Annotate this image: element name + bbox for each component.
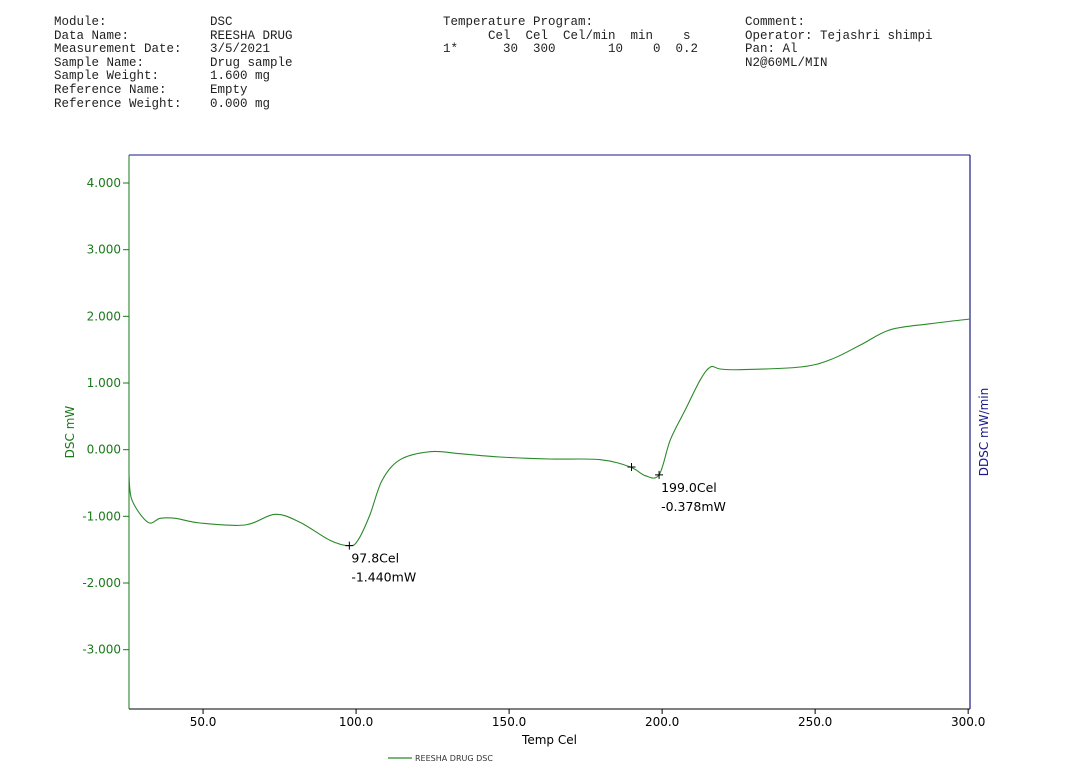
y-tick-label: -1.000: [82, 509, 121, 523]
info-labels: Module: Data Name: Measurement Date: Sample…: [54, 15, 182, 111]
x-tick-label: 150.0: [492, 715, 526, 729]
info-label: Reference Name:: [54, 82, 167, 97]
annotation-label: -0.378mW: [661, 499, 726, 514]
info-value: DSC: [210, 15, 233, 29]
y-tick-label: 0.000: [87, 443, 121, 457]
annotation-marker: [655, 470, 664, 479]
info-value: Empty: [210, 82, 248, 97]
y-tick-label: -3.000: [82, 643, 121, 657]
info-values: DSC REESHA DRUG 3/5/2021 Drug sample 1.600 m…: [210, 15, 293, 111]
x-axis-label: Temp Cel: [521, 733, 577, 747]
comment-block: Comment: Operator: Tejashri shimpi Pan: …: [745, 15, 933, 70]
info-value: Drug sample: [210, 55, 293, 70]
x-tick-label: 100.0: [339, 715, 373, 729]
info-label: Reference Weight:: [54, 96, 182, 111]
annotation-label: -1.440mW: [351, 570, 416, 585]
info-value: 1.600 mg: [210, 69, 271, 84]
legend-label: REESHA DRUG DSC: [415, 754, 493, 763]
program-units: Cel Cel Cel/min min s: [443, 28, 691, 43]
y-axis-label: DSC mW: [63, 406, 77, 459]
y-tick-label: -2.000: [82, 576, 121, 590]
program-row: 1* 30 300 10 0 0.2: [443, 42, 699, 57]
x-tick-label: 300.0: [951, 715, 985, 729]
x-tick-label: 250.0: [798, 715, 832, 729]
comment-operator: Operator: Tejashri shimpi: [745, 28, 933, 43]
annotation-label: 199.0Cel: [661, 480, 717, 495]
comment-gas: N2@60ML/MIN: [745, 55, 828, 70]
y-tick-label: 4.000: [87, 176, 121, 190]
y-tick-label: 2.000: [87, 309, 121, 323]
info-value: REESHA DRUG: [210, 28, 293, 43]
info-value: 3/5/2021: [210, 42, 271, 57]
info-label: Measurement Date:: [54, 42, 182, 57]
temperature-program: Temperature Program: Cel Cel Cel/min min…: [443, 15, 699, 57]
y-tick-label: 3.000: [87, 243, 121, 257]
x-tick-label: 200.0: [645, 715, 679, 729]
y-tick-label: 1.000: [87, 376, 121, 390]
info-label: Data Name:: [54, 28, 130, 43]
info-value: 0.000 mg: [210, 96, 271, 111]
info-label: Sample Name:: [54, 55, 145, 70]
annotation-marker: [627, 463, 636, 471]
dsc-series-line: [128, 318, 971, 547]
comment-title: Comment:: [745, 15, 806, 29]
x-tick-label: 50.0: [190, 715, 217, 729]
annotation-label: 97.8Cel: [351, 551, 399, 566]
comment-pan: Pan: Al: [745, 42, 798, 57]
annotation-marker: [345, 541, 354, 550]
info-label: Module:: [54, 15, 107, 29]
program-title: Temperature Program:: [443, 15, 594, 29]
info-label: Sample Weight:: [54, 69, 160, 84]
y2-axis-label: DDSC mW/min: [977, 388, 991, 477]
